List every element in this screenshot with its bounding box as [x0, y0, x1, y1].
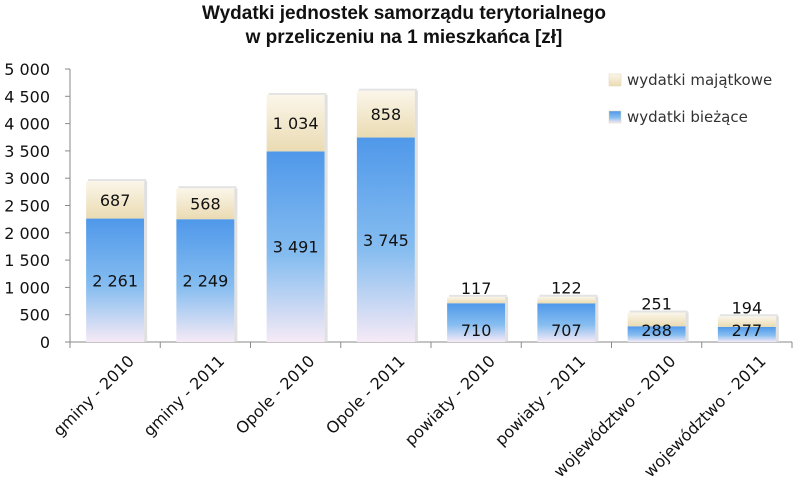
- bar-current: [266, 151, 325, 342]
- legend: wydatki majątkowe wydatki bieżące: [608, 71, 772, 126]
- data-label-capital: 568: [190, 195, 221, 214]
- x-tick-label: Opole - 2011: [322, 351, 409, 438]
- y-tick-label: 0: [40, 333, 50, 352]
- bar-side: [595, 296, 599, 342]
- bar-side: [505, 296, 509, 342]
- bar-capital: [537, 296, 596, 304]
- legend-label: wydatki majątkowe: [627, 71, 772, 89]
- x-axis: gminy - 2010 gminy - 2011 Opole - 2010 Opol…: [49, 341, 793, 481]
- legend-label: wydatki bieżące: [627, 108, 748, 126]
- y-tick-label: 3 500: [4, 142, 50, 161]
- data-label-current: 2 261: [92, 271, 138, 290]
- data-label-capital: 122: [551, 279, 582, 298]
- bar-current: [627, 326, 686, 342]
- y-axis: 0 500 1 000 1 500 2 000 2 500 3 000 3 500 4 000 4…: [4, 60, 71, 352]
- data-label-capital: 858: [371, 105, 402, 124]
- legend-swatch: [608, 110, 622, 124]
- bar-current: [447, 303, 506, 342]
- bar-side: [775, 316, 779, 342]
- bar-top-edge: [629, 310, 688, 313]
- data-label-capital: 1 034: [273, 114, 319, 133]
- data-label-current: 3 745: [363, 231, 409, 250]
- bar-capital: [717, 316, 776, 327]
- bar-side: [324, 94, 328, 342]
- bar-top-edge: [719, 314, 778, 317]
- data-label-current: 288: [641, 321, 672, 340]
- data-label-capital: 194: [732, 298, 763, 317]
- y-tick-label: 500: [19, 306, 50, 325]
- bar-top-edge: [178, 186, 237, 189]
- data-label-current: 2 249: [182, 272, 228, 291]
- data-label-current: 3 491: [273, 238, 319, 257]
- x-tick-label: gminy - 2011: [139, 351, 228, 440]
- bar-top-edge: [539, 294, 598, 297]
- x-tick-label: powiaty - 2011: [491, 351, 589, 449]
- bar-current: [537, 303, 596, 342]
- bar-current: [717, 326, 776, 342]
- bar-side: [685, 312, 689, 342]
- y-tick-label: 2 500: [4, 197, 50, 216]
- bar-capital: [266, 94, 325, 152]
- x-tick-label: powiaty - 2010: [401, 351, 499, 449]
- y-tick-label: 1 500: [4, 251, 50, 270]
- data-label-current: 707: [551, 321, 582, 340]
- data-label-capital: 251: [641, 295, 672, 314]
- bar-capital: [176, 188, 235, 220]
- data-labels: 2 261 687 2 249 568 3 491 1 034 3 745 858 710 117…: [92, 105, 762, 340]
- bar-capital: [86, 181, 145, 219]
- bar-capital: [447, 296, 506, 304]
- bar-current: [356, 137, 415, 342]
- y-tick-label: 4 000: [4, 115, 50, 134]
- bar-capital: [627, 312, 686, 327]
- data-label-capital: 687: [100, 191, 131, 210]
- chart-title: Wydatki jednostek samorządu terytorialne…: [202, 3, 606, 24]
- bar-top-edge: [358, 88, 417, 91]
- x-tick-label: Opole - 2010: [232, 351, 319, 438]
- bar-side: [414, 90, 418, 342]
- bar-top-edge: [449, 294, 508, 297]
- y-tick-label: 4 500: [4, 87, 50, 106]
- bar-top-edge: [268, 92, 327, 95]
- bar-current: [176, 219, 235, 342]
- data-label-current: 710: [461, 321, 492, 340]
- bar-capital: [356, 90, 415, 138]
- bar-side: [144, 181, 148, 342]
- y-tick-label: 2 000: [4, 224, 50, 243]
- bar-top-edge: [88, 179, 147, 182]
- y-tick-label: 3 000: [4, 169, 50, 188]
- x-tick-label: gminy - 2010: [49, 351, 138, 440]
- y-tick-label: 1 000: [4, 278, 50, 297]
- bar-current: [86, 218, 145, 342]
- data-label-capital: 117: [461, 279, 492, 298]
- legend-swatch: [608, 73, 622, 87]
- bars: [86, 88, 779, 342]
- chart-subtitle: w przeliczeniu na 1 mieszkańca [zł]: [245, 27, 563, 48]
- y-tick-label: 5 000: [4, 60, 50, 79]
- data-label-current: 277: [732, 321, 763, 340]
- bar-side: [234, 188, 238, 342]
